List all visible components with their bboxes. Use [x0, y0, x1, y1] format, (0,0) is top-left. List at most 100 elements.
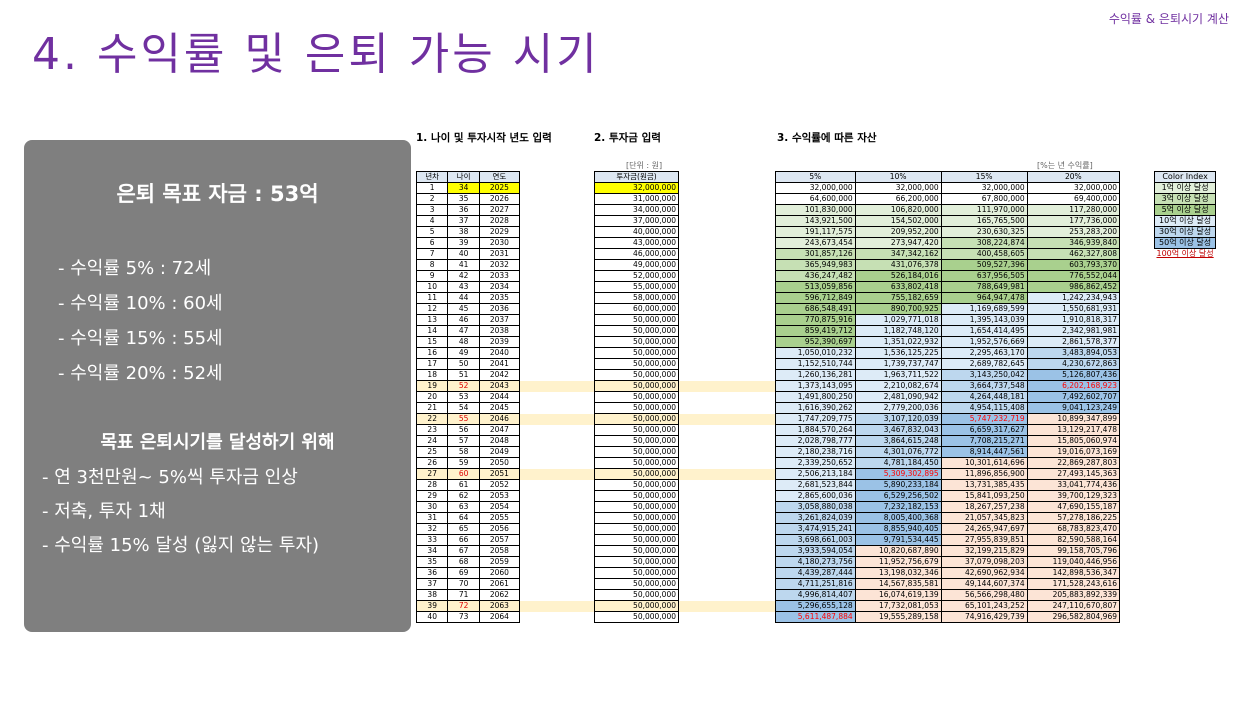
cell-asset-15pct: 27,955,839,851: [940, 534, 1028, 546]
cell-year: 2028: [478, 215, 521, 227]
cell-asset-20pct: 177,736,000: [1026, 215, 1121, 227]
cell-year: 2052: [478, 479, 521, 491]
cell-year-no: 9: [415, 270, 449, 282]
col-header-year: 연도: [478, 171, 521, 183]
table-row: 4,180,273,756 11,952,756,679 37,079,098,20…: [775, 556, 1121, 568]
cell-invest: 50,000,000: [594, 336, 679, 348]
cell-year-no: 7: [415, 248, 449, 260]
cell-year-no: 18: [415, 369, 449, 381]
cell-age: 70: [447, 578, 480, 590]
cell-age: 37: [447, 215, 480, 227]
table-row: 12 45 2036: [415, 303, 521, 315]
cell-asset-5pct: 143,921,500: [775, 215, 856, 227]
cell-age: 60: [447, 468, 480, 480]
table-row: 2,681,523,844 5,890,233,184 13,731,385,435…: [775, 479, 1121, 491]
table-row: 50,000,000: [594, 336, 679, 348]
cell-asset-15pct: 11,896,856,900: [940, 468, 1028, 480]
cell-age: 64: [447, 512, 480, 524]
table-row: 50,000,000: [594, 446, 679, 458]
cell-age: 54: [447, 402, 480, 414]
cell-year-no: 29: [415, 490, 449, 502]
table-row: 15 48 2039: [415, 336, 521, 348]
cell-age: 35: [447, 193, 480, 205]
cell-asset-5pct: 770,875,916: [775, 314, 856, 326]
cell-invest: 50,000,000: [594, 611, 679, 623]
cell-asset-20pct: 99,158,705,796: [1026, 545, 1121, 557]
cell-age: 36: [447, 204, 480, 216]
table-row: 50,000,000: [594, 369, 679, 381]
cell-year: 2057: [478, 534, 521, 546]
cell-asset-10pct: 2,210,082,674: [854, 380, 942, 392]
cell-year: 2059: [478, 556, 521, 568]
rate-line: - 수익률 15% : 55세: [58, 328, 223, 349]
table-row: 1,050,010,232 1,536,125,225 2,295,463,170 3…: [775, 347, 1121, 359]
cell-year-no: 24: [415, 435, 449, 447]
table-row: 8 41 2032: [415, 259, 521, 271]
cell-asset-10pct: 154,502,000: [854, 215, 942, 227]
legend-item: 10억 이상 달성: [1153, 215, 1217, 227]
cell-asset-5pct: 513,059,856: [775, 281, 856, 293]
cell-asset-20pct: 33,041,774,436: [1026, 479, 1121, 491]
cell-year-no: 33: [415, 534, 449, 546]
table-row: 18 51 2042: [415, 369, 521, 381]
table-row: 52,000,000: [594, 270, 679, 282]
table-row: 5 38 2029: [415, 226, 521, 238]
cell-age: 58: [447, 446, 480, 458]
cell-age: 52: [447, 380, 480, 392]
unit-label: [단위 : 원]: [626, 161, 663, 170]
cell-asset-15pct: 509,527,396: [940, 259, 1028, 271]
cell-year: 2033: [478, 270, 521, 282]
table-row: 301,857,126 347,342,162 400,458,605 462,327…: [775, 248, 1121, 260]
cell-invest: 50,000,000: [594, 556, 679, 568]
cell-asset-5pct: 4,180,273,756: [775, 556, 856, 568]
cell-year: 2045: [478, 402, 521, 414]
cell-asset-15pct: 24,265,947,697: [940, 523, 1028, 535]
table-row: 3,474,915,241 8,855,940,405 24,265,947,697…: [775, 523, 1121, 535]
color-index-title: Color Index: [1153, 171, 1217, 183]
cell-asset-20pct: 15,805,060,974: [1026, 435, 1121, 447]
cell-asset-10pct: 11,952,756,679: [854, 556, 942, 568]
section-label-invest: 2. 투자금 입력: [594, 132, 661, 144]
cell-asset-20pct: 5,126,807,436: [1026, 369, 1121, 381]
cell-asset-10pct: 16,074,619,139: [854, 589, 942, 601]
table-row: 14 47 2038: [415, 325, 521, 337]
cell-year-no: 13: [415, 314, 449, 326]
table-row: 31 64 2055: [415, 512, 521, 524]
cell-asset-10pct: 17,732,081,053: [854, 600, 942, 612]
condition-line: - 연 3천만원~ 5%씩 투자금 인상: [42, 467, 298, 488]
cell-year-no: 34: [415, 545, 449, 557]
cell-asset-15pct: 32,199,215,829: [940, 545, 1028, 557]
cell-asset-15pct: 21,057,345,823: [940, 512, 1028, 524]
table-row: 50,000,000: [594, 600, 679, 612]
cell-year: 2054: [478, 501, 521, 513]
cell-age: 61: [447, 479, 480, 491]
cell-asset-20pct: 22,869,287,803: [1026, 457, 1121, 469]
cell-asset-5pct: 2,506,213,184: [775, 468, 856, 480]
table-row: 31,000,000: [594, 193, 679, 205]
cell-year-no: 28: [415, 479, 449, 491]
cell-asset-20pct: 7,492,602,707: [1026, 391, 1121, 403]
cell-year: 2062: [478, 589, 521, 601]
cell-asset-15pct: 1,395,143,039: [940, 314, 1028, 326]
cell-asset-15pct: 2,689,782,645: [940, 358, 1028, 370]
table-row: 24 57 2048: [415, 435, 521, 447]
cell-asset-20pct: 117,280,000: [1026, 204, 1121, 216]
table-row: 60,000,000: [594, 303, 679, 315]
cell-age: 63: [447, 501, 480, 513]
cell-asset-20pct: 346,939,840: [1026, 237, 1121, 249]
table-row: 40 73 2064: [415, 611, 521, 623]
legend-row: 10억 이상 달성: [1153, 215, 1217, 227]
cell-year-no: 10: [415, 281, 449, 293]
cell-year: 2036: [478, 303, 521, 315]
cell-asset-15pct: 308,224,874: [940, 237, 1028, 249]
cell-age: 47: [447, 325, 480, 337]
cell-asset-15pct: 1,169,689,599: [940, 303, 1028, 315]
section-label-age: 1. 나이 및 투자시작 년도 입력: [416, 132, 552, 144]
cell-asset-20pct: 2,861,578,377: [1026, 336, 1121, 348]
cell-age: 71: [447, 589, 480, 601]
cell-asset-15pct: 56,566,298,480: [940, 589, 1028, 601]
cell-invest: 50,000,000: [594, 325, 679, 337]
cell-year: 2025: [478, 182, 521, 194]
table-row: 2 35 2026: [415, 193, 521, 205]
cell-asset-15pct: 6,659,317,627: [940, 424, 1028, 436]
